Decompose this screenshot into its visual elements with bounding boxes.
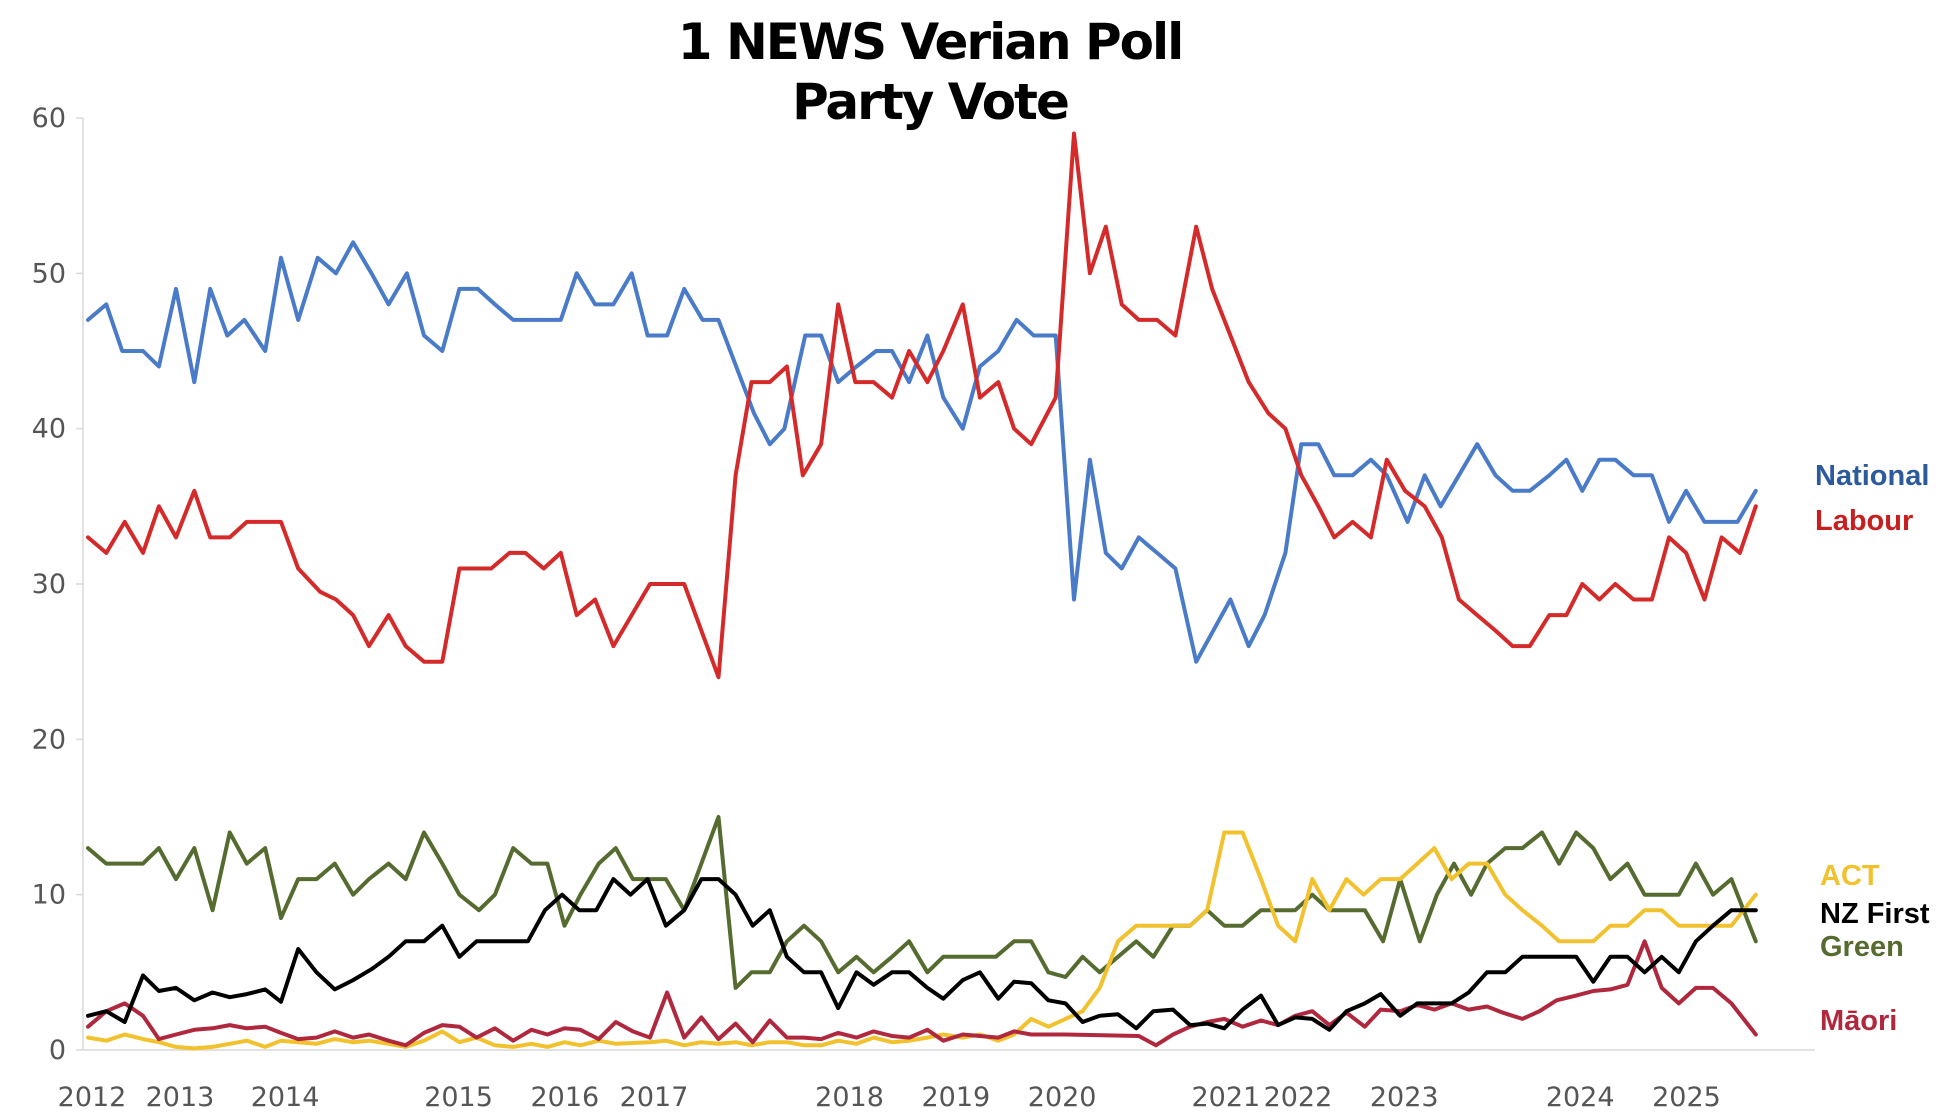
y-tick-label: 20 [32,724,66,755]
x-tick-label: 2020 [1028,1082,1097,1113]
legend-labels: National Labour Green ACT NZ First Māori [1815,460,1930,1037]
x-tick-label: 2025 [1652,1082,1721,1113]
series-line-labour [86,131,1758,680]
x-tick-label: 2022 [1264,1082,1333,1113]
x-tick-label: 2015 [424,1082,493,1113]
chart-title-line2: Party Vote [792,73,1070,131]
x-tick-label: 2012 [58,1082,127,1113]
y-tick-label: 60 [32,103,66,134]
x-tick-label: 2013 [146,1082,215,1113]
series-line-m-ori [86,939,1758,1048]
legend-label-green: Green [1820,931,1904,963]
x-tick-label: 2019 [921,1082,990,1113]
series-line-green [86,815,1758,990]
x-tick-label: 2014 [251,1082,320,1113]
y-tick-label: 10 [32,880,66,911]
x-tick-label: 2018 [815,1082,884,1113]
x-tick-label: 2024 [1546,1082,1615,1113]
series-lines [86,131,1758,1051]
series-line-nz-first [86,877,1758,1032]
series-line-act [86,830,1758,1051]
legend-label-national: National [1815,460,1929,492]
chart-title: 1 NEWS Verian Poll Party Vote [0,12,1860,132]
x-tick-label: 2016 [530,1082,599,1113]
legend-label-nz-first: NZ First [1820,898,1930,930]
y-tick-label: 40 [32,414,66,445]
y-tick-label: 30 [32,569,66,600]
x-tick-label: 2017 [620,1082,689,1113]
legend-label-m-ori: Māori [1820,1005,1897,1037]
x-tick-label: 2023 [1370,1082,1439,1113]
legend-label-act: ACT [1820,860,1880,892]
y-tick-label: 0 [49,1035,66,1066]
x-tick-label: 2021 [1191,1082,1260,1113]
legend-label-labour: Labour [1815,505,1913,537]
axes: 0 10 20 30 40 50 60 2012 2013 2014 2015 2016 2017 201… [32,103,1815,1113]
y-tick-label: 50 [32,258,66,289]
chart-title-line1: 1 NEWS Verian Poll [677,13,1184,71]
